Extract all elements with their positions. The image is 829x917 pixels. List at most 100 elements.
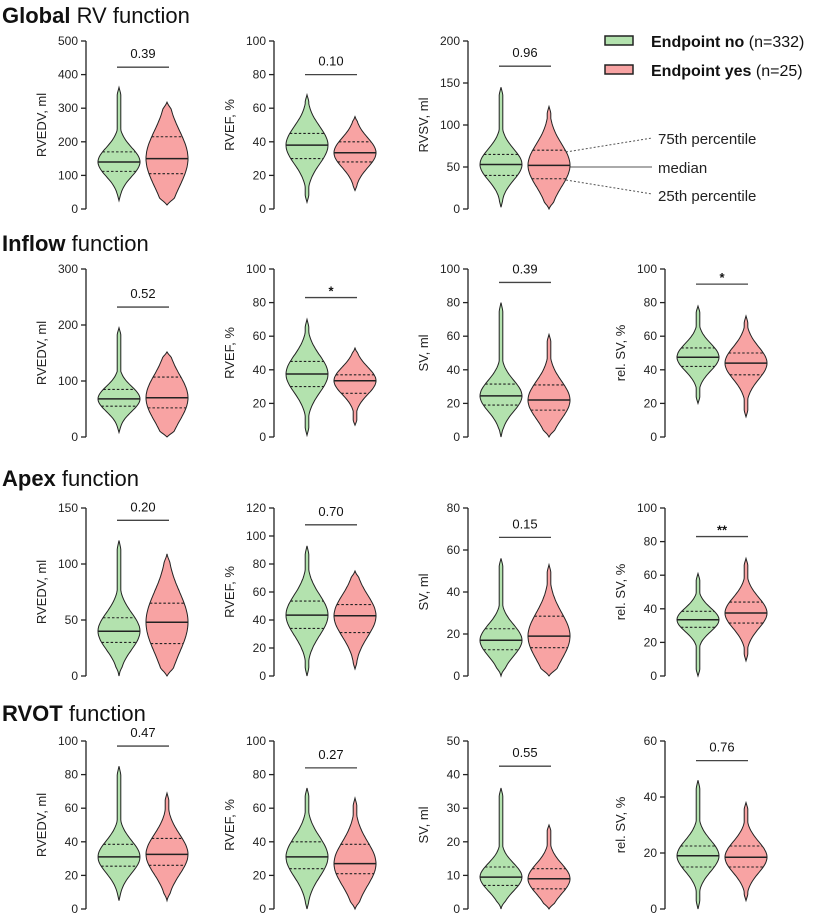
violin-panel: 0 20 40 60 80 SV, ml 0.15 <box>416 501 571 683</box>
violin-panel: 0 20 40 60 80 100 120 RVEF, % 0.70 <box>222 501 377 683</box>
legend-swatch-no <box>604 35 634 46</box>
y-tick-label: 20 <box>447 396 461 410</box>
violin-panel: 0 50 100 150 200 RVSV, ml 0.96 <box>416 34 571 216</box>
y-tick-label: 0 <box>259 669 266 683</box>
violin-panel: 0 20 40 60 80 100 rel. SV, % ** <box>613 501 768 683</box>
violin-endpoint-no <box>285 545 329 677</box>
y-tick-label: 50 <box>447 160 461 174</box>
violin-endpoint-no <box>479 787 523 910</box>
section-title-inflow: Inflow function <box>2 231 149 256</box>
legend-label-yes: Endpoint yes (n=25) <box>651 63 803 80</box>
y-tick-label: 40 <box>65 835 79 849</box>
violin-endpoint-yes <box>724 556 768 663</box>
violin-panel: 0 20 40 60 80 100 RVEF, % 0.27 <box>222 734 377 916</box>
violin-endpoint-no <box>676 304 720 406</box>
violin-endpoint-no <box>97 766 141 901</box>
y-tick-label: 0 <box>259 902 266 916</box>
violin-endpoint-no <box>97 326 141 435</box>
y-axis-label: RVEF, % <box>222 327 237 379</box>
p-value-label: 0.27 <box>318 747 343 762</box>
violin-panel: 0 20 40 60 80 100 RVEDV, ml 0.47 <box>34 725 189 916</box>
violin-panel: 0 20 40 60 80 100 SV, ml 0.39 <box>416 261 571 444</box>
percentile-annotation: 75th percentile median 25th percentile <box>565 131 756 205</box>
violin-endpoint-yes <box>333 115 377 192</box>
violin-endpoint-yes <box>527 332 571 438</box>
y-tick-label: 60 <box>447 329 461 343</box>
y-tick-label: 50 <box>447 734 461 748</box>
p-value-label: ** <box>717 523 728 538</box>
y-tick-label: 80 <box>253 768 267 782</box>
y-tick-label: 80 <box>447 501 461 515</box>
legend-label-no: Endpoint no (n=332) <box>651 34 804 51</box>
p-value-label: * <box>719 270 725 285</box>
y-tick-label: 20 <box>644 846 658 860</box>
violin-panel: 0 20 40 60 80 100 rel. SV, % * <box>613 262 768 444</box>
section-title-apex: Apex function <box>2 466 139 491</box>
violin-panel: 0 10 20 30 40 50 SV, ml 0.55 <box>416 734 571 916</box>
p-value-label: 0.52 <box>130 286 155 301</box>
p-value-label: 0.15 <box>512 516 537 531</box>
violin-endpoint-no <box>285 787 329 910</box>
y-axis-label: RVSV, ml <box>416 97 431 152</box>
violin-panel: 0 20 40 60 80 100 RVEF, % 0.10 <box>222 34 377 216</box>
y-axis-label: rel. SV, % <box>613 324 628 381</box>
p-value-label: 0.10 <box>318 54 343 69</box>
y-tick-label: 0 <box>650 902 657 916</box>
violin-endpoint-yes <box>145 553 189 677</box>
y-tick-label: 80 <box>644 296 658 310</box>
y-tick-label: 40 <box>447 363 461 377</box>
legend: Endpoint no (n=332) Endpoint yes (n=25) <box>604 34 804 80</box>
y-tick-label: 20 <box>65 868 79 882</box>
y-axis-label: RVEDV, ml <box>34 321 49 385</box>
y-axis-label: RVEDV, ml <box>34 93 49 157</box>
p-value-label: 0.20 <box>130 499 155 514</box>
y-tick-label: 0 <box>259 202 266 216</box>
y-tick-label: 50 <box>65 613 79 627</box>
p-value-label: 0.55 <box>512 745 537 760</box>
annotation-median: median <box>658 160 707 177</box>
y-axis-label: RVEF, % <box>222 566 237 618</box>
y-tick-label: 40 <box>253 613 267 627</box>
y-tick-label: 60 <box>644 734 658 748</box>
y-tick-label: 0 <box>650 669 657 683</box>
violin-endpoint-no <box>285 317 329 438</box>
p-value-label: 0.76 <box>709 740 734 755</box>
y-tick-label: 300 <box>58 101 78 115</box>
y-tick-label: 20 <box>253 396 267 410</box>
y-tick-label: 80 <box>253 296 267 310</box>
violin-endpoint-yes <box>145 791 189 903</box>
y-tick-label: 120 <box>246 501 266 515</box>
y-tick-label: 200 <box>58 318 78 332</box>
violin-endpoint-no <box>479 558 523 678</box>
y-tick-label: 40 <box>447 585 461 599</box>
legend-swatch-yes <box>604 64 634 75</box>
y-tick-label: 40 <box>447 768 461 782</box>
violin-endpoint-yes <box>724 314 768 419</box>
violin-endpoint-no <box>285 92 329 205</box>
y-tick-label: 60 <box>253 101 267 115</box>
annotation-line-q1 <box>565 179 653 195</box>
y-tick-label: 150 <box>440 76 460 90</box>
violin-endpoint-no <box>97 540 141 677</box>
y-tick-label: 100 <box>637 501 657 515</box>
y-tick-label: 80 <box>253 68 267 82</box>
y-tick-label: 100 <box>58 374 78 388</box>
y-tick-label: 20 <box>253 168 267 182</box>
violin-endpoint-yes <box>333 569 377 671</box>
violin-endpoint-yes <box>333 346 377 427</box>
y-tick-label: 100 <box>246 262 266 276</box>
annotation-line-q3 <box>565 137 653 153</box>
y-tick-label: 0 <box>71 902 78 916</box>
y-tick-label: 0 <box>259 430 266 444</box>
y-tick-label: 0 <box>453 430 460 444</box>
p-value-label: 0.96 <box>512 45 537 60</box>
violin-endpoint-no <box>97 85 141 203</box>
y-tick-label: 10 <box>447 868 461 882</box>
violin-panel: 0 100 200 300 400 500 RVEDV, ml 0.39 <box>34 34 189 216</box>
y-tick-label: 20 <box>644 635 658 649</box>
y-tick-label: 20 <box>253 868 267 882</box>
y-axis-label: RVEF, % <box>222 99 237 151</box>
y-axis-label: rel. SV, % <box>613 796 628 853</box>
p-value-label: 0.39 <box>512 261 537 276</box>
y-axis-label: RVEDV, ml <box>34 793 49 857</box>
